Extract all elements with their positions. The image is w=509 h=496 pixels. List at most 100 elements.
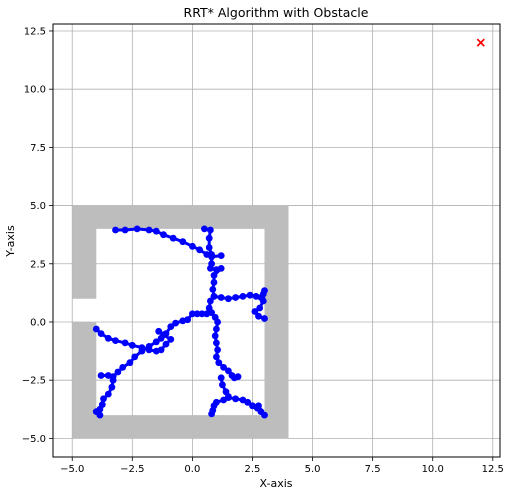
tree-node xyxy=(196,246,204,254)
tree-node xyxy=(152,338,160,346)
tree-node xyxy=(92,325,100,333)
tree-node xyxy=(244,398,252,406)
y-tick-label: 0.0 xyxy=(30,317,46,328)
x-tick-label: 2.5 xyxy=(245,464,261,475)
tree-node xyxy=(217,294,225,301)
x-tick-label: 12.5 xyxy=(482,464,504,475)
x-axis-ticks: −5.0 −2.5 0.0 2.5 5.0 7.5 10.0 12.5 xyxy=(60,457,504,475)
tree-node xyxy=(215,359,223,367)
tree-node xyxy=(219,381,226,389)
tree-node xyxy=(217,265,225,272)
tree-node xyxy=(214,346,222,354)
tree-node xyxy=(198,310,206,318)
tree-node xyxy=(208,410,216,418)
tree-node xyxy=(239,293,247,300)
tree-node xyxy=(256,304,264,312)
tree-node xyxy=(207,226,214,234)
tree-node xyxy=(207,297,214,305)
y-tick-label: −5.0 xyxy=(22,434,46,445)
tree-node xyxy=(255,312,262,320)
tree-node xyxy=(121,339,129,347)
tree-node xyxy=(108,383,116,391)
tree-node xyxy=(225,367,232,375)
tree-node xyxy=(131,353,139,361)
x-tick-label: 10.0 xyxy=(422,464,444,475)
tree-node xyxy=(109,376,117,384)
plot-frame xyxy=(52,23,501,458)
tree-node xyxy=(210,272,218,279)
tree-node xyxy=(234,373,242,381)
tree-node xyxy=(208,251,216,258)
tree-node xyxy=(97,372,105,379)
x-tick-label: −5.0 xyxy=(60,464,84,475)
tree-node xyxy=(232,294,240,301)
tree-node xyxy=(232,395,240,403)
tree-node xyxy=(205,234,213,242)
goal-marker xyxy=(476,38,485,47)
tree-node xyxy=(213,353,220,361)
x-tick-label: 7.5 xyxy=(365,464,381,475)
tree-node xyxy=(259,297,267,305)
tree-node xyxy=(246,291,254,299)
tree-node xyxy=(213,325,220,333)
tree-node xyxy=(261,411,268,419)
tree-node xyxy=(211,332,219,340)
y-axis-ticks: −5.0 −2.5 0.0 2.5 5.0 7.5 10.0 12.5 xyxy=(22,26,53,445)
tree-node xyxy=(208,309,216,317)
rrt-tree xyxy=(92,225,268,419)
tree-node xyxy=(133,225,141,233)
x-axis-label: X-axis xyxy=(260,477,293,490)
y-axis-label: Y-axis xyxy=(4,225,17,258)
tree-node xyxy=(121,226,129,234)
tree-node xyxy=(213,339,220,347)
y-tick-label: 12.5 xyxy=(24,26,46,37)
x-tick-label: 0.0 xyxy=(184,464,200,475)
tree-node xyxy=(217,252,225,259)
tree-node xyxy=(205,244,213,251)
tree-node xyxy=(210,279,218,286)
chart-title: RRT* Algorithm with Obstacle xyxy=(184,5,369,20)
tree-node xyxy=(155,327,163,335)
tree-node xyxy=(193,310,201,318)
tree-node xyxy=(261,315,268,322)
tree-node xyxy=(162,340,170,348)
y-tick-label: 7.5 xyxy=(30,143,46,154)
y-tick-label: 2.5 xyxy=(30,259,46,270)
tree-node xyxy=(172,319,180,327)
tree-node xyxy=(128,341,136,349)
tree-node xyxy=(167,323,175,330)
tree-node xyxy=(225,394,232,401)
goal-x-stroke xyxy=(476,38,485,47)
tree-node xyxy=(179,238,187,246)
tree-node xyxy=(157,346,165,354)
tree-node xyxy=(179,317,187,325)
tree-node xyxy=(261,287,268,294)
tree-node xyxy=(210,293,218,300)
tree-node xyxy=(189,242,196,250)
x-tick-label: −2.5 xyxy=(120,464,144,475)
tree-node xyxy=(114,368,122,376)
tree-node xyxy=(145,346,153,354)
tree-node xyxy=(104,372,112,379)
tree-node xyxy=(201,225,208,233)
tree-node xyxy=(189,310,196,318)
tree-node xyxy=(167,336,175,343)
y-tick-label: 5.0 xyxy=(30,201,46,212)
tree-node xyxy=(169,234,177,242)
tree-node xyxy=(145,226,153,234)
tree-node xyxy=(209,286,217,293)
tree-node xyxy=(96,411,104,419)
tree-node xyxy=(138,344,146,351)
tree-node xyxy=(251,308,259,315)
tree-node xyxy=(160,331,167,339)
tree-node xyxy=(225,295,232,303)
tree-node xyxy=(217,374,225,382)
x-tick-label: 5.0 xyxy=(305,464,321,475)
tree-node xyxy=(207,265,214,272)
tree-node xyxy=(160,231,167,239)
tree-node xyxy=(112,226,119,234)
tree-node xyxy=(152,227,160,235)
tree-node xyxy=(104,390,112,398)
tree-node xyxy=(255,402,262,410)
